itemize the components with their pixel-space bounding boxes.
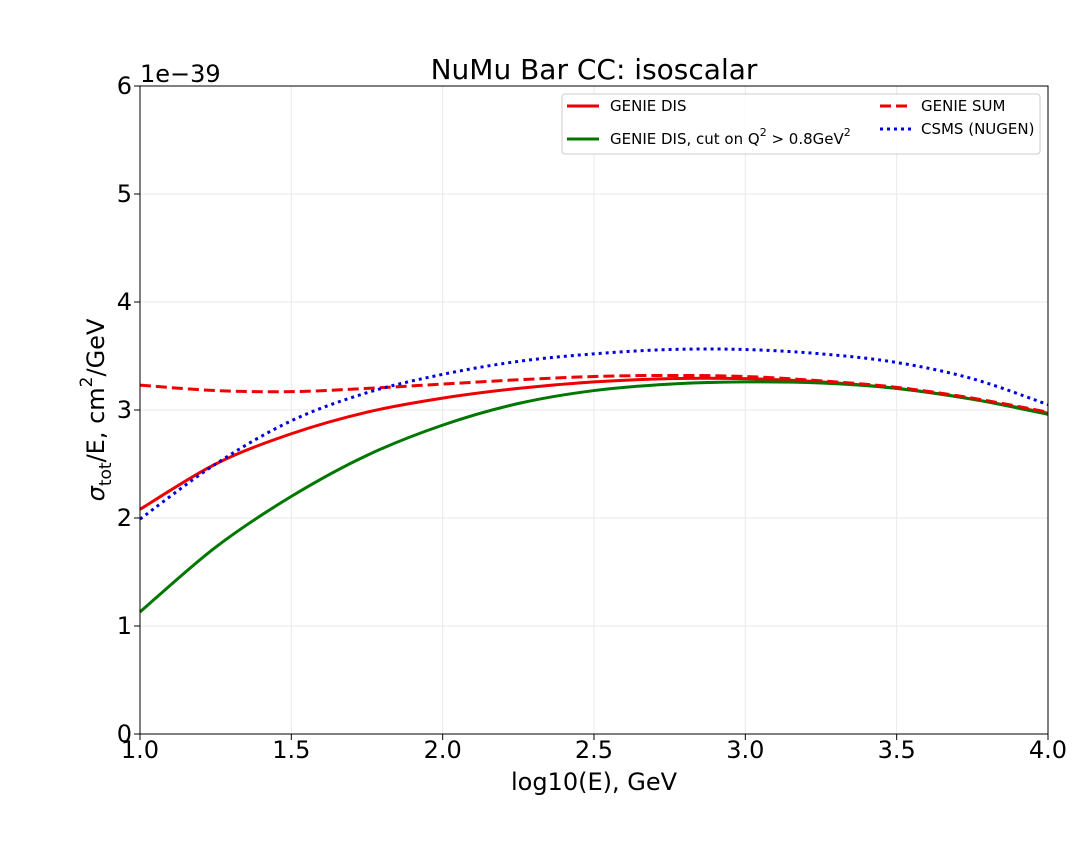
y-tick-label: 6: [117, 72, 132, 100]
legend-box: [561, 93, 1041, 155]
y-axis-label-mid: /E, cm: [82, 387, 110, 462]
x-axis-label: log10(E), GeV: [511, 768, 678, 796]
tick-layer: 1.0 1.5 2.0 2.5 3.0 3.5 4.0 0 1 2 3 4 5 6: [117, 72, 1067, 764]
x-tick-label: 2.5: [575, 736, 613, 764]
y-axis-label-sup: 2: [77, 377, 97, 388]
y-tick-label: 2: [117, 504, 132, 532]
y-axis-label-sigma: σ: [82, 485, 110, 501]
legend-label-cut-sup2: 2: [844, 126, 851, 139]
y-tick-label: 4: [117, 288, 132, 316]
y-tick-label: 0: [117, 720, 132, 748]
series-line-csms-nugen: [139, 347, 1049, 521]
y-axis-label-tail: /GeV: [82, 318, 110, 376]
y-axis-label-sub: tot: [96, 462, 116, 486]
y-offset-label: 1e−39: [140, 60, 221, 88]
y-axis-label: σtot/E, cm2/GeV: [77, 318, 116, 501]
y-tick-label: 3: [117, 396, 132, 424]
legend-label-cut-sup1: 2: [760, 126, 767, 139]
x-tick-label: 2.0: [424, 736, 462, 764]
legend-label-csms: CSMS (NUGEN): [921, 120, 1034, 138]
x-tick-label: 4.0: [1029, 736, 1067, 764]
legend-label-cut-main: GENIE DIS, cut on Q: [610, 130, 760, 148]
x-tick-label: 3.5: [878, 736, 916, 764]
x-tick-label: 3.0: [726, 736, 764, 764]
x-tick-label: 1.0: [121, 736, 159, 764]
y-tick-label: 5: [117, 180, 132, 208]
x-tick-label: 1.5: [272, 736, 310, 764]
legend-label-cut-mid: > 0.8GeV: [767, 130, 845, 148]
series-line-genie-sum: [139, 373, 1049, 414]
y-tick-label: 1: [117, 612, 132, 640]
grid-layer: [139, 85, 1049, 735]
legend: GENIE DIS GENIE DIS, cut on Q2 > 0.8GeV2…: [561, 93, 1041, 155]
legend-label-genie-dis-cut: GENIE DIS, cut on Q2 > 0.8GeV2: [610, 126, 851, 148]
series-layer: [139, 347, 1049, 614]
chart-title: NuMu Bar CC: isoscalar: [431, 53, 758, 86]
legend-label-genie-dis: GENIE DIS: [610, 97, 687, 115]
legend-label-genie-sum: GENIE SUM: [921, 97, 1005, 115]
